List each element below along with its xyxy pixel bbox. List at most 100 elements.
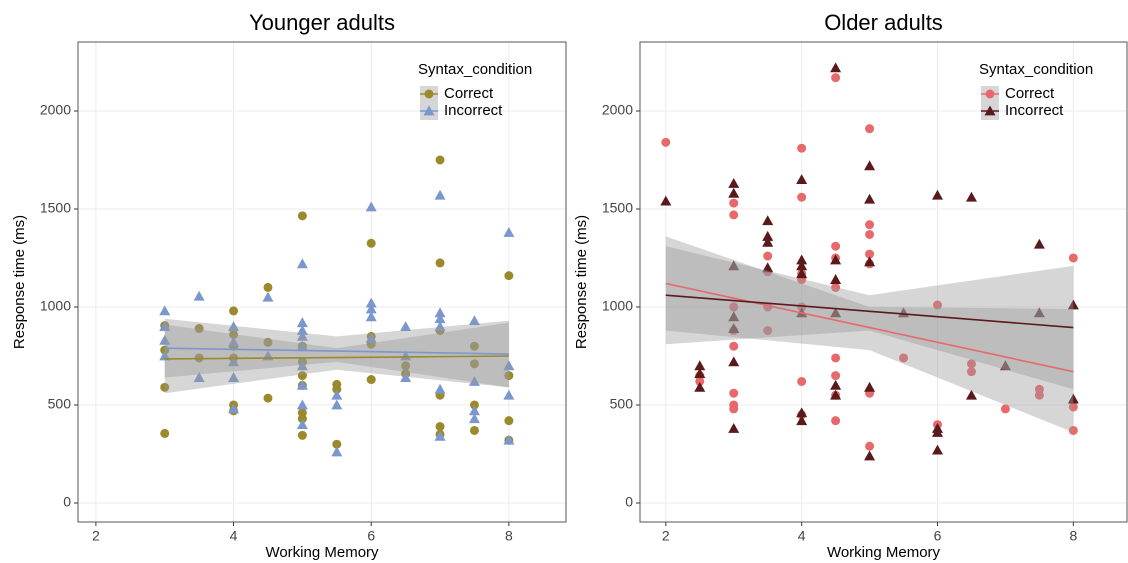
- data-point: [1034, 390, 1044, 400]
- data-point: [728, 311, 740, 322]
- data-point: [228, 403, 240, 414]
- data-point: [728, 178, 740, 188]
- data-point: [504, 271, 514, 281]
- data-point: [899, 353, 909, 363]
- x-tick-label: 4: [798, 528, 806, 544]
- confidence-band: [164, 318, 509, 388]
- data-point: [365, 311, 377, 322]
- data-point: [159, 350, 171, 361]
- data-point: [728, 356, 740, 367]
- y-tick-label: 0: [63, 494, 71, 510]
- x-tick-label: 2: [662, 528, 670, 544]
- data-point: [434, 189, 446, 200]
- data-point: [728, 423, 740, 433]
- data-point: [263, 393, 273, 403]
- data-point: [796, 415, 808, 426]
- data-point: [297, 430, 307, 440]
- data-point: [1067, 299, 1079, 310]
- y-tick-label: 0: [625, 494, 633, 510]
- data-point: [965, 389, 977, 400]
- data-point: [661, 137, 671, 147]
- data-point: [296, 360, 308, 371]
- data-point: [366, 375, 376, 385]
- data-point: [694, 368, 706, 379]
- data-point: [831, 353, 841, 363]
- data-point: [864, 256, 876, 267]
- data-point: [864, 381, 876, 392]
- y-axis-label: Response time (ms): [11, 215, 28, 349]
- data-point: [229, 329, 239, 339]
- data-point: [865, 229, 875, 239]
- data-point: [694, 381, 706, 392]
- data-point: [434, 307, 446, 318]
- data-point: [830, 62, 842, 73]
- data-point: [728, 323, 740, 333]
- chart-title: Younger adults: [249, 10, 395, 35]
- data-point: [1068, 425, 1078, 435]
- data-point: [966, 359, 976, 369]
- data-point: [228, 321, 240, 331]
- data-point: [1068, 253, 1078, 263]
- data-point: [729, 388, 739, 398]
- data-point: [864, 450, 876, 461]
- x-tick-label: 4: [230, 528, 238, 544]
- data-point: [763, 251, 773, 261]
- data-point: [796, 254, 808, 265]
- data-point: [1068, 402, 1078, 412]
- data-point: [331, 446, 343, 457]
- data-point: [332, 439, 342, 449]
- data-point: [931, 189, 943, 200]
- y-tick-label: 500: [610, 396, 634, 412]
- data-point: [468, 375, 480, 386]
- data-point: [796, 174, 808, 184]
- legend-title: Syntax_condition: [979, 61, 1093, 78]
- data-point: [194, 324, 204, 334]
- data-point: [296, 340, 308, 351]
- x-tick-label: 8: [1069, 528, 1077, 544]
- data-point: [694, 360, 706, 371]
- data-point: [796, 268, 808, 279]
- data-point: [331, 399, 343, 410]
- data-point: [831, 73, 841, 83]
- data-point: [504, 371, 514, 381]
- data-point: [728, 187, 740, 198]
- legend-label: Incorrect: [1005, 102, 1064, 119]
- legend-marker: [424, 89, 434, 99]
- data-point: [434, 313, 446, 324]
- data-point: [729, 404, 739, 414]
- data-point: [160, 428, 170, 438]
- data-point: [831, 416, 841, 426]
- legend-title: Syntax_condition: [418, 61, 532, 78]
- data-point: [1067, 393, 1079, 404]
- data-point: [503, 389, 515, 400]
- data-point: [435, 155, 445, 165]
- data-point: [468, 405, 480, 416]
- fit-line: [665, 282, 1074, 373]
- data-point: [503, 227, 515, 237]
- data-point: [503, 434, 515, 445]
- plot-border: [639, 41, 1128, 523]
- data-point: [762, 215, 774, 226]
- y-tick-label: 1500: [602, 200, 633, 216]
- data-point: [865, 220, 875, 230]
- data-point: [660, 195, 672, 206]
- data-point: [830, 254, 842, 265]
- data-point: [263, 282, 273, 292]
- data-point: [762, 230, 774, 241]
- data-point: [1033, 238, 1045, 249]
- x-tick-label: 6: [934, 528, 942, 544]
- data-point: [729, 302, 739, 312]
- legend-label: Incorrect: [444, 102, 503, 119]
- data-point: [401, 361, 411, 371]
- data-point: [504, 416, 514, 426]
- x-axis-label: Working Memory: [827, 544, 941, 561]
- data-point: [864, 160, 876, 171]
- data-point: [160, 382, 170, 392]
- data-point: [400, 350, 412, 361]
- data-point: [931, 444, 943, 455]
- data-point: [434, 383, 446, 394]
- data-point: [228, 372, 240, 382]
- data-point: [159, 305, 171, 316]
- data-point: [796, 407, 808, 418]
